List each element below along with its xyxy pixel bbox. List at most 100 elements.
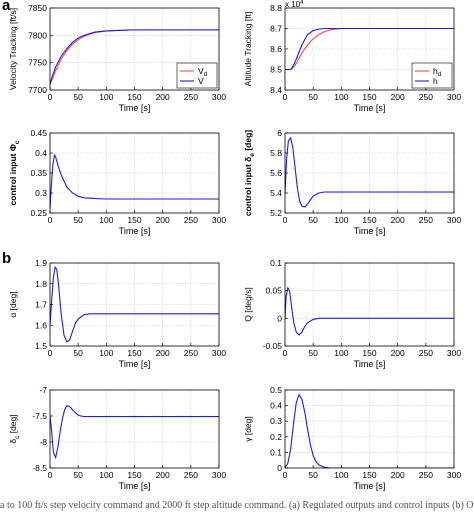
x-tick-label: 50 <box>308 92 318 102</box>
x-tick-label: 150 <box>127 470 141 480</box>
panel-label-b: b <box>2 250 12 267</box>
chart-alpha: 0 50 100 150 200 250 300 1.5 1.6 1.7 1.8 1.9 Time [s… <box>8 258 226 369</box>
y-axis-label-unit: [deg] <box>243 130 253 153</box>
x-tick-label: 0 <box>48 470 53 480</box>
legend-label-main: h <box>433 66 438 76</box>
legend-label: Vd <box>198 66 208 78</box>
y-axis-label-main: Q [deg/s] <box>243 287 253 322</box>
y-tick-label: 7750 <box>28 58 47 68</box>
y-tick-label: 0.3 <box>35 188 47 198</box>
series-line-altitude-h <box>285 27 454 71</box>
legend-label-main: V <box>198 66 204 76</box>
x-tick-label: 50 <box>308 348 318 358</box>
x-tick-label: 250 <box>419 348 433 358</box>
x-tick-label: 200 <box>391 348 405 358</box>
panel-label-a: a <box>2 0 11 14</box>
y-tick-label: 8.4 <box>270 85 282 95</box>
x-axis-label: Time [s] <box>354 226 386 236</box>
y-axis-label: γ [deg] <box>243 416 253 442</box>
x-tick-label: 0 <box>48 348 53 358</box>
x-tick-label: 150 <box>127 348 141 358</box>
y-tick-label: 0.4 <box>35 148 47 158</box>
chart-velocity: 0 50 100 150 200 250 300 7700 7750 7800 7850 Time [… <box>8 3 226 113</box>
x-tick-label: 150 <box>362 470 376 480</box>
y-tick-label: 1.9 <box>35 258 47 268</box>
y-axis-label-main: Altitude Tracking [ft] <box>243 12 253 87</box>
y-tick-label: 1.6 <box>35 320 47 330</box>
y-tick-label: 1.5 <box>35 341 47 351</box>
x-tick-label: 0 <box>283 348 288 358</box>
y-tick-label: 1.8 <box>35 279 47 289</box>
figure: 0 50 100 150 200 250 300 7700 7750 7800 7850 Time [… <box>8 0 461 491</box>
y-axis-label-main: γ [deg] <box>243 416 253 442</box>
y-axis-label: Q [deg/s] <box>243 287 253 322</box>
y-tick-label: 0.35 <box>30 168 47 178</box>
y-tick-label: 0.2 <box>270 432 282 442</box>
y-tick-label: 8.5 <box>270 65 282 75</box>
y-axis-label-main: control input δ <box>243 157 253 216</box>
series-line-delta_c-main <box>50 404 219 460</box>
legend-box <box>411 62 453 89</box>
y-axis-label: Velocity Tracking [ft/s] <box>8 8 18 90</box>
legend-label-main: h <box>433 76 438 86</box>
y-axis-label-main: Velocity Tracking [ft/s] <box>8 8 18 90</box>
y-axis-label: control input Φc <box>8 140 21 205</box>
x-tick-label: 250 <box>184 348 198 358</box>
x-tick-label: 50 <box>308 470 318 480</box>
y-tick-label: 1.7 <box>35 300 47 310</box>
series-line-delta_e-main <box>285 136 454 208</box>
y-tick-label: 8.7 <box>270 24 282 34</box>
y-axis-label-sub: e <box>249 153 256 157</box>
series-line-velocity-V <box>50 29 219 85</box>
figure-caption: a to 100 ft/s step velocity command and … <box>0 500 474 511</box>
y-tick-label: -7 <box>39 385 47 395</box>
legend-label: h <box>433 76 438 86</box>
x-tick-label: 300 <box>212 92 226 102</box>
y-tick-label: -8.5 <box>32 463 47 473</box>
x-tick-label: 300 <box>212 470 226 480</box>
x-tick-label: 250 <box>184 470 198 480</box>
y-axis-label: control input δe [deg] <box>243 130 256 216</box>
x-tick-label: 250 <box>419 470 433 480</box>
y-tick-label: -7.5 <box>32 411 47 421</box>
legend-label-sub: d <box>438 71 442 78</box>
y-tick-label: -8 <box>39 437 47 447</box>
x-tick-label: 0 <box>48 215 53 225</box>
x-tick-label: 50 <box>73 348 83 358</box>
x-tick-label: 200 <box>391 215 405 225</box>
x-tick-label: 300 <box>447 215 461 225</box>
x-tick-label: 200 <box>391 470 405 480</box>
axis-exponent-power: 4 <box>300 0 304 6</box>
x-tick-label: 50 <box>73 92 83 102</box>
y-tick-label: 0.1 <box>270 447 282 457</box>
y-tick-label: 5.8 <box>270 148 282 158</box>
axis-exponent-label: x 104 <box>285 0 304 9</box>
y-axis-label-sub: c <box>14 435 21 439</box>
y-tick-label: 0.25 <box>30 208 47 218</box>
y-tick-label: 0.1 <box>270 258 282 268</box>
x-tick-label: 200 <box>156 348 170 358</box>
series-line-gamma-main <box>285 393 454 468</box>
x-tick-label: 250 <box>419 215 433 225</box>
x-tick-label: 100 <box>99 348 113 358</box>
x-tick-label: 0 <box>48 92 53 102</box>
y-tick-label: 0.45 <box>30 128 47 138</box>
series-line-alpha-main <box>50 265 219 343</box>
x-axis-label: Time [s] <box>119 359 151 369</box>
x-axis-label: Time [s] <box>119 481 151 491</box>
x-tick-label: 100 <box>99 92 113 102</box>
x-axis-label: Time [s] <box>119 103 151 113</box>
y-tick-label: 0 <box>277 463 282 473</box>
y-tick-label: 5.6 <box>270 168 282 178</box>
y-tick-label: 6 <box>277 128 282 138</box>
series-line-phi-main <box>50 153 219 210</box>
x-tick-label: 200 <box>391 92 405 102</box>
y-tick-label: 0.3 <box>270 416 282 426</box>
x-tick-label: 100 <box>334 92 348 102</box>
x-axis-label: Time [s] <box>354 103 386 113</box>
series-line-q-main <box>285 286 454 336</box>
chart-delta_c: 0 50 100 150 200 250 300 -8.5 -8 -7.5 -7 Time [s] δc… <box>8 385 226 491</box>
x-tick-label: 250 <box>184 215 198 225</box>
x-tick-label: 150 <box>362 348 376 358</box>
